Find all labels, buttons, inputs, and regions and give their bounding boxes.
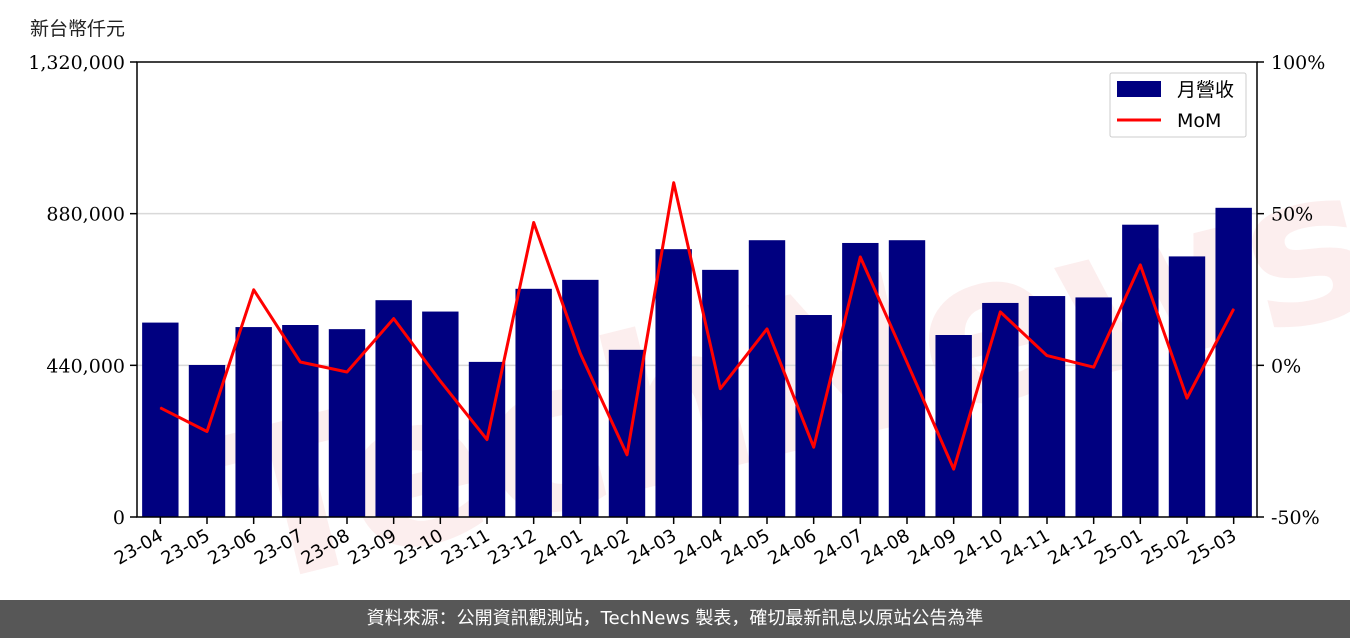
mom-point-25-03: [1233, 308, 1235, 310]
bar-23-04: [142, 322, 179, 517]
bar-24-11: [1028, 296, 1066, 517]
y-left-tick-label: 880,000: [46, 204, 125, 226]
bar-23-07: [282, 325, 319, 517]
bar-23-10: [422, 311, 459, 517]
mom-point-24-02: [626, 454, 628, 456]
mom-point-23-04: [159, 407, 161, 409]
y-left-tick-label: 1,320,000: [28, 52, 125, 74]
y-axis-unit-label: 新台幣仟元: [30, 18, 126, 40]
bar-23-08: [328, 329, 366, 517]
bar-23-06: [235, 327, 272, 517]
bar-24-07: [842, 242, 879, 517]
bar-24-04: [702, 269, 739, 517]
bar-23-12: [515, 288, 552, 517]
mom-point-23-05: [206, 430, 208, 432]
x-tick-label-24-07: 24-07: [811, 525, 867, 569]
bar-24-08: [888, 240, 926, 518]
x-tick-label-23-04: 23-04: [111, 525, 167, 569]
x-tick-label-24-09: 24-09: [904, 525, 960, 569]
legend-bar-swatch: [1117, 81, 1161, 97]
y-right-tick-label: 50%: [1271, 204, 1313, 226]
footer-source-note: 資料來源：公開資訊觀測站，TechNews 製表，確切最新訊息以原站公告為準: [0, 600, 1350, 638]
x-tick-label-24-08: 24-08: [858, 525, 914, 569]
y-left-tick-label: 0: [113, 507, 125, 529]
plot-frame: [136, 61, 1258, 518]
legend-label-mom: MoM: [1177, 110, 1221, 132]
mom-point-24-11: [1046, 355, 1048, 357]
y-right-tick-label: -50%: [1271, 507, 1320, 529]
mom-point-23-06: [253, 289, 255, 291]
mom-line-series: [159, 181, 1236, 471]
revenue-chart: TechNews 0440,000880,0001,320,000-50%0%5…: [28, 52, 1350, 600]
x-tick-label-24-10: 24-10: [951, 525, 1007, 569]
mom-point-25-02: [1186, 397, 1188, 399]
mom-point-23-11: [486, 439, 488, 441]
mom-point-23-10: [439, 380, 441, 382]
y-left-tick-label: 440,000: [46, 355, 125, 377]
mom-point-24-12: [1093, 366, 1095, 368]
mom-point-24-09: [953, 468, 955, 470]
bar-25-01: [1122, 224, 1159, 518]
mom-point-23-07: [299, 361, 301, 363]
x-tick-label-24-04: 24-04: [671, 525, 727, 569]
x-tick-label-24-11: 24-11: [998, 525, 1054, 569]
legend: 月營收 MoM: [1109, 72, 1247, 138]
legend-label-revenue: 月營收: [1177, 79, 1234, 101]
bar-24-10: [982, 302, 1019, 517]
mom-point-24-05: [766, 328, 768, 330]
mom-point-24-07: [859, 256, 861, 258]
mom-point-23-12: [533, 221, 535, 223]
bar-23-05: [188, 364, 226, 517]
mom-point-25-01: [1139, 264, 1141, 266]
mom-point-24-04: [719, 388, 721, 390]
bar-24-12: [1075, 297, 1112, 517]
mom-point-24-08: [906, 361, 908, 363]
mom-point-23-09: [393, 318, 395, 320]
x-tick-label-24-12: 24-12: [1044, 525, 1100, 569]
x-tick-label-24-06: 24-06: [764, 525, 820, 569]
mom-point-24-03: [673, 182, 675, 184]
x-tick-label-25-01: 25-01: [1091, 525, 1147, 569]
bar-24-03: [655, 249, 692, 517]
x-tick-label-25-03: 25-03: [1184, 525, 1240, 569]
grid-lines: [137, 212, 1257, 367]
mom-line: [159, 181, 1236, 471]
bar-25-03: [1215, 207, 1252, 517]
mom-point-24-10: [999, 311, 1001, 313]
x-tick-label-23-05: 23-05: [158, 525, 214, 569]
mom-point-23-08: [346, 371, 348, 373]
bar-24-05: [748, 240, 786, 518]
y-right-tick-label: 100%: [1271, 52, 1325, 74]
x-tick-label-24-05: 24-05: [718, 525, 774, 569]
bar-25-02: [1168, 256, 1206, 517]
x-tick-label-25-02: 25-02: [1138, 525, 1194, 569]
y-right-tick-label: 0%: [1271, 355, 1301, 377]
mom-point-24-01: [579, 353, 581, 355]
mom-point-24-06: [813, 446, 815, 448]
